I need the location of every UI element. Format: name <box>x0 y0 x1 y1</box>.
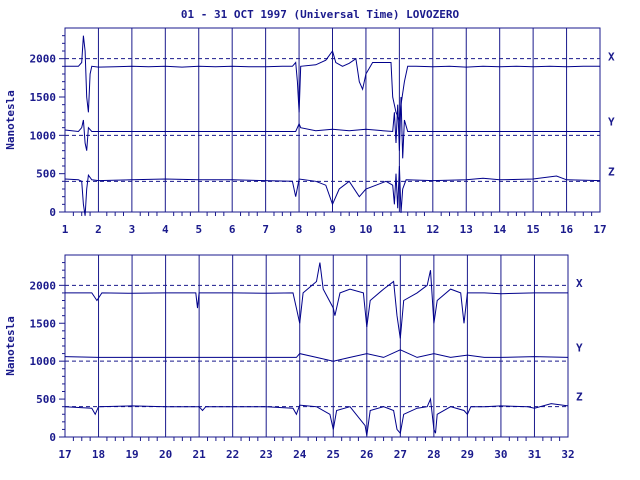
y-tick-label: 0 <box>49 206 56 219</box>
x-tick-label: 20 <box>159 448 172 461</box>
x-tick-label: 19 <box>125 448 138 461</box>
x-tick-label: 26 <box>360 448 374 461</box>
y-tick-label: 500 <box>36 168 56 181</box>
x-tick-label: 21 <box>193 448 207 461</box>
x-tick-label: 27 <box>394 448 407 461</box>
x-tick-label: 24 <box>293 448 307 461</box>
series-line-x <box>65 262 568 339</box>
x-tick-label: 28 <box>427 448 440 461</box>
series-label-y: Y <box>576 341 583 354</box>
x-tick-label: 6 <box>229 223 236 236</box>
x-tick-label: 14 <box>493 223 507 236</box>
series-line-y <box>64 349 569 362</box>
x-tick-label: 10 <box>359 223 372 236</box>
x-tick-label: 5 <box>195 223 202 236</box>
x-tick-label: 8 <box>296 223 303 236</box>
x-tick-label: 4 <box>162 223 169 236</box>
x-tick-label: 32 <box>561 448 574 461</box>
series-line-z <box>64 397 569 436</box>
x-tick-label: 2 <box>95 223 102 236</box>
x-tick-label: 15 <box>527 223 540 236</box>
page-title: 01 - 31 OCT 1997 (Universal Time) LOVOZE… <box>180 8 460 21</box>
y-tick-label: 0 <box>49 431 56 444</box>
y-tick-label: 1500 <box>30 91 57 104</box>
x-tick-label: 25 <box>327 448 340 461</box>
x-tick-label: 9 <box>329 223 336 236</box>
series-line-x <box>65 35 600 122</box>
x-tick-label: 12 <box>426 223 439 236</box>
y-axis-label: Nanotesla <box>4 316 17 376</box>
y-tick-label: 1500 <box>30 317 57 330</box>
x-tick-label: 17 <box>593 223 606 236</box>
y-tick-label: 2000 <box>30 53 57 66</box>
top-panel: 1 2 3 4 5 6 7 8 9 10 11 12 13 14 15 16 17050010001500200… <box>4 27 615 236</box>
series-label-y: Y <box>608 116 615 129</box>
y-tick-label: 1000 <box>30 129 57 142</box>
y-tick-label: 500 <box>36 393 56 406</box>
plot-frame <box>64 254 569 438</box>
x-tick-label: 22 <box>226 448 239 461</box>
x-tick-label: 29 <box>461 448 474 461</box>
x-tick-label: 7 <box>262 223 269 236</box>
x-tick-label: 1 <box>62 223 69 236</box>
y-tick-label: 2000 <box>30 279 57 292</box>
bottom-panel: 17 18 19 20 21 22 23 24 25 26 27 28 29 30 31 32 0 500 1000… <box>4 254 583 461</box>
x-tick-label: 3 <box>129 223 136 236</box>
y-axis-label: Nanotesla <box>4 90 17 150</box>
series-label-x: X <box>608 50 615 63</box>
x-tick-label: 13 <box>460 223 473 236</box>
y-tick-label: 1000 <box>30 355 57 368</box>
series-label-z: Z <box>576 391 583 404</box>
x-tick-label: 23 <box>260 448 273 461</box>
x-tick-label: 16 <box>560 223 574 236</box>
series-label-x: X <box>576 277 583 290</box>
x-tick-label: 17 <box>58 448 71 461</box>
x-tick-label: 30 <box>494 448 507 461</box>
series-label-z: Z <box>608 165 615 178</box>
x-tick-label: 31 <box>528 448 542 461</box>
series-line-y <box>64 96 600 159</box>
series-line-z <box>64 165 601 216</box>
x-tick-label: 11 <box>393 223 407 236</box>
x-tick-label: 18 <box>92 448 105 461</box>
